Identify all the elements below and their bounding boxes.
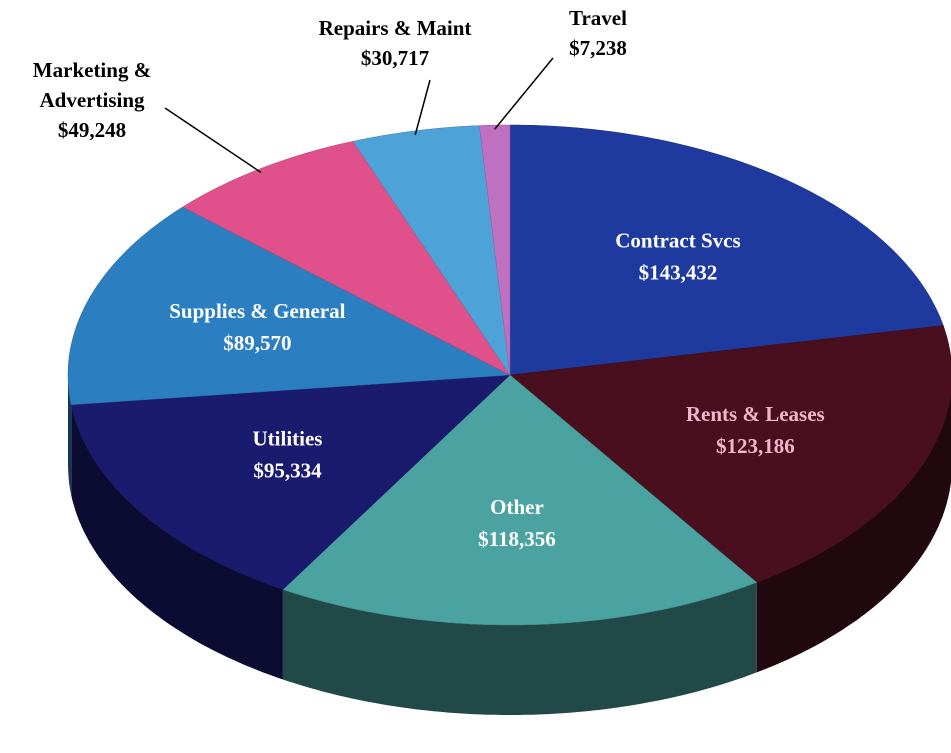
pie-slice: [352, 125, 511, 376]
pie-slice: [182, 141, 511, 376]
pie-side: [282, 582, 757, 715]
slice-label: Contract Svcs: [615, 229, 740, 253]
label-line: Marketing &: [33, 58, 151, 82]
pie-slice: [67, 206, 511, 406]
slice-value: $123,186: [716, 434, 795, 458]
slice-label: Other: [490, 495, 544, 519]
leader-line: [494, 57, 554, 130]
slice-value: $7,238: [569, 36, 627, 60]
leader-line: [164, 107, 262, 174]
pie-slice: [479, 124, 511, 376]
pie-slice: [282, 374, 758, 626]
slice-value: $30,717: [361, 46, 429, 70]
label-line: Advertising: [40, 88, 146, 112]
pie-slice: [509, 325, 951, 583]
pie-side: [71, 404, 283, 680]
slice-label: Rents & Leases: [686, 402, 825, 426]
slice-value: $95,334: [253, 458, 322, 482]
slice-label: Utilities: [253, 426, 323, 450]
slice-label: Repairs & Maint: [319, 16, 472, 40]
leader-line: [414, 79, 431, 136]
slice-value: $49,248: [58, 118, 126, 142]
slice-label: Marketing & Advertising: [33, 58, 151, 112]
slice-value: $118,356: [478, 527, 556, 551]
slice-label: Supplies & General: [169, 299, 345, 323]
slice-label: Travel: [569, 6, 627, 30]
pie-slice: [509, 124, 944, 376]
pie-slice: [70, 374, 511, 590]
slice-value: $143,432: [639, 261, 718, 285]
slice-value: $89,570: [223, 331, 291, 355]
pie-side: [68, 375, 72, 495]
